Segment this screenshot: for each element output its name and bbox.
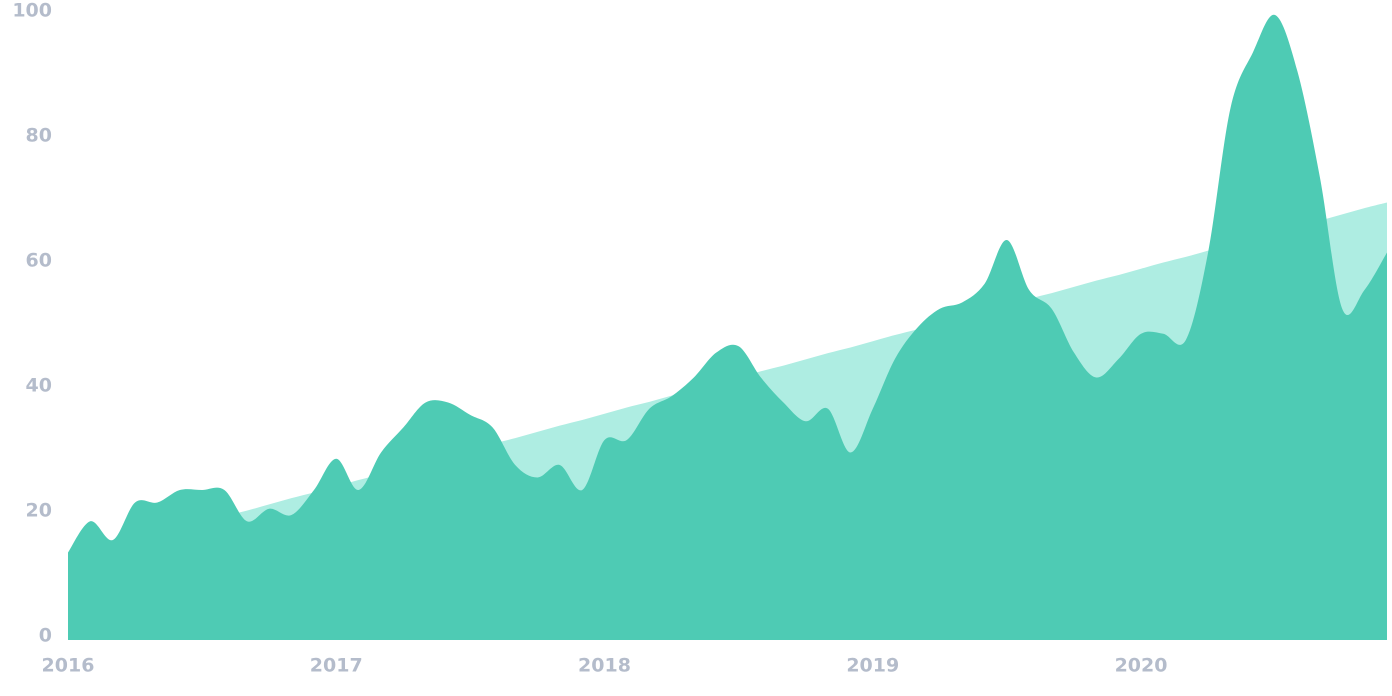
y-tick-label: 80: [26, 125, 52, 147]
x-tick-label: 2018: [578, 655, 631, 677]
x-tick-label: 2016: [42, 655, 95, 677]
x-tick-label: 2019: [846, 655, 899, 677]
x-tick-label: 2017: [310, 655, 363, 677]
y-tick-label: 40: [26, 375, 52, 397]
y-tick-label: 20: [26, 500, 52, 522]
x-tick-label: 2020: [1115, 655, 1168, 677]
y-tick-label: 60: [26, 250, 52, 272]
y-tick-label: 100: [12, 0, 52, 22]
area: [68, 14, 1387, 640]
y-tick-label: 0: [39, 625, 52, 647]
